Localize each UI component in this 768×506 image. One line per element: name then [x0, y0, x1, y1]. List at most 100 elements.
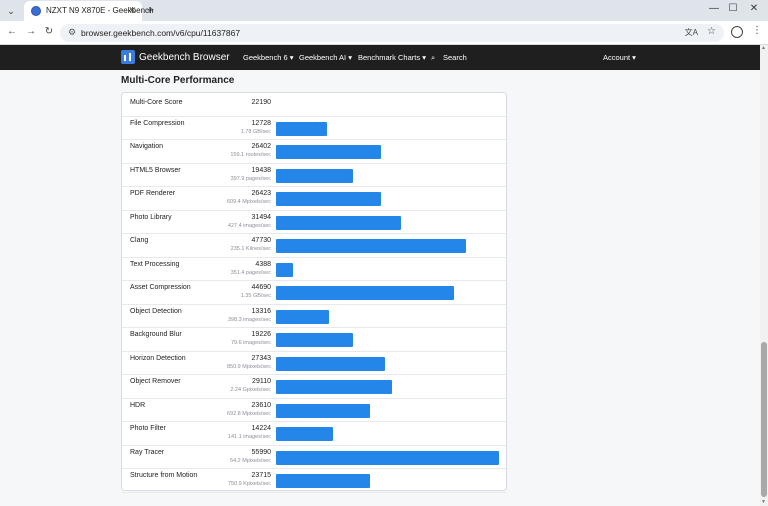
- geekbench-logo-icon[interactable]: [121, 50, 135, 64]
- scroll-down-icon[interactable]: ▼: [761, 499, 766, 505]
- address-bar[interactable]: ⚙ browser.geekbench.com/v6/cpu/11637867 …: [60, 24, 724, 42]
- minimize-icon[interactable]: —: [709, 3, 719, 14]
- browser-tab[interactable]: NZXT N9 X870E - Geekbench ✕: [24, 1, 153, 21]
- benchmark-score: 47730: [251, 237, 271, 244]
- new-tab-icon[interactable]: +: [147, 3, 155, 17]
- score-bar: [276, 262, 294, 277]
- benchmark-throughput: 79.6 images/sec: [230, 340, 271, 346]
- table-row: Photo Library 31494 427.4 images/sec: [122, 211, 506, 234]
- score-bar: [276, 192, 382, 206]
- benchmark-name: PDF Renderer: [130, 190, 176, 197]
- back-icon[interactable]: ←: [7, 26, 17, 37]
- close-window-icon[interactable]: ✕: [749, 3, 759, 14]
- tab-title: NZXT N9 X870E - Geekbench: [46, 6, 154, 15]
- benchmark-score: 23715: [251, 472, 271, 479]
- scroll-up-icon[interactable]: ▲: [761, 45, 766, 51]
- benchmark-name: File Compression: [130, 119, 185, 127]
- score-bar: [276, 168, 354, 183]
- table-row: Asset Compression 44690 1.35 GB/sec: [122, 281, 506, 305]
- menu-kebab-icon[interactable]: ⋮: [752, 25, 762, 36]
- nav-benchmark-charts[interactable]: Benchmark Charts ▾: [358, 53, 426, 62]
- benchmark-name: Object Detection: [130, 307, 182, 315]
- benchmark-throughput: 235.1 Klines/sec: [230, 246, 271, 252]
- benchmark-name: Horizon Detection: [130, 354, 186, 362]
- page-scrollbar[interactable]: ▲ ▼: [760, 45, 768, 506]
- url-text: browser.geekbench.com/v6/cpu/11637867: [81, 28, 241, 38]
- profile-icon[interactable]: [731, 26, 743, 38]
- bookmark-star-icon[interactable]: ☆: [707, 26, 716, 37]
- summary-score: 22190: [251, 99, 271, 106]
- table-row: HTML5 Browser 19438 397.9 pages/sec: [122, 164, 506, 187]
- benchmark-name: Clang: [130, 237, 149, 244]
- section-title: Multi-Core Performance: [121, 75, 235, 86]
- reload-icon[interactable]: ↻: [44, 26, 54, 37]
- translate-icon[interactable]: 文A: [684, 28, 698, 37]
- benchmark-score: 31494: [251, 213, 271, 221]
- tab-strip: ⌄ NZXT N9 X870E - Geekbench ✕ + — ☐ ✕: [0, 0, 768, 21]
- site-brand[interactable]: Geekbench Browser: [139, 52, 230, 63]
- benchmark-name: HDR: [130, 401, 146, 409]
- score-bar: [276, 286, 454, 300]
- table-row: Navigation 26402 159.1 routes/sec: [122, 140, 506, 164]
- table-row: Ray Tracer 55990 54.2 Mpixels/sec: [122, 446, 506, 469]
- maximize-icon[interactable]: ☐: [728, 3, 738, 14]
- benchmark-score: 27343: [251, 354, 271, 362]
- score-bar: [276, 239, 467, 253]
- score-bar: [276, 145, 382, 159]
- site-info-icon[interactable]: ⚙: [68, 27, 77, 37]
- benchmark-score: 14224: [251, 425, 271, 432]
- score-bar: [276, 121, 327, 136]
- benchmark-score: 12728: [251, 119, 271, 127]
- benchmark-name: Structure from Motion: [130, 472, 198, 479]
- score-bar: [276, 380, 392, 394]
- benchmark-throughput: 351.4 pages/sec: [230, 269, 271, 276]
- benchmark-throughput: 609.4 Mpixels/sec: [226, 199, 271, 205]
- benchmark-score: 13316: [251, 307, 271, 315]
- score-bar: [276, 215, 402, 230]
- table-row: Horizon Detection 27343 850.9 Mpixels/sec: [122, 352, 506, 375]
- summary-row: Multi-Core Score 22190: [122, 93, 506, 117]
- forward-icon[interactable]: →: [26, 26, 36, 37]
- benchmark-score: 55990: [251, 448, 271, 456]
- benchmark-throughput: 141.1 images/sec: [227, 434, 271, 440]
- benchmark-name: Background Blur: [130, 331, 182, 338]
- close-tab-icon[interactable]: ✕: [128, 5, 136, 15]
- table-row: Object Detection 13316 398.3 images/sec: [122, 305, 506, 328]
- tab-search-icon[interactable]: ⌄: [7, 6, 15, 16]
- benchmark-score: 29110: [252, 378, 271, 385]
- table-row: Object Remover 29110 2.24 Gpixels/sec: [122, 375, 506, 399]
- nav-search[interactable]: Search: [443, 53, 467, 62]
- nav-account[interactable]: Account ▾: [603, 53, 636, 62]
- scrollbar-thumb[interactable]: [761, 342, 767, 497]
- benchmark-score: 19226: [251, 331, 271, 338]
- benchmark-throughput: 1.78 GB/sec: [240, 128, 271, 135]
- benchmark-name: Photo Filter: [130, 425, 166, 432]
- browser-toolbar: ← → ↻ ⚙ browser.geekbench.com/v6/cpu/116…: [0, 21, 768, 45]
- table-row: HDR 23610 692.8 Mpixels/sec: [122, 399, 506, 422]
- site-nav: Geekbench Browser Geekbench 6 ▾ Geekbenc…: [0, 45, 760, 70]
- benchmark-name: Text Processing: [130, 260, 180, 268]
- score-bar: [276, 450, 499, 465]
- score-bar: [276, 309, 330, 324]
- benchmark-throughput: 1.35 GB/sec: [240, 293, 271, 299]
- benchmark-throughput: 398.3 images/sec: [227, 316, 271, 323]
- geekbench-favicon-icon: [31, 6, 41, 16]
- benchmark-throughput: 692.8 Mpixels/sec: [226, 410, 271, 417]
- score-bar: [276, 427, 333, 441]
- benchmark-throughput: 159.1 routes/sec: [230, 152, 271, 158]
- benchmark-score: 4388: [255, 260, 271, 268]
- benchmark-name: Ray Tracer: [130, 448, 165, 456]
- score-bar: [276, 356, 385, 371]
- summary-label: Multi-Core Score: [130, 99, 183, 106]
- benchmark-score: 26423: [251, 190, 271, 197]
- nav-geekbench-ai[interactable]: Geekbench AI ▾: [299, 53, 352, 62]
- table-row: Text Processing 4388 351.4 pages/sec: [122, 258, 506, 281]
- page-content: Multi-Core Performance Multi-Core Score …: [0, 70, 760, 506]
- benchmark-name: Photo Library: [130, 213, 172, 221]
- table-row: Clang 47730 235.1 Klines/sec: [122, 234, 506, 258]
- benchmark-throughput: 850.9 Mpixels/sec: [226, 363, 271, 370]
- nav-geekbench-6[interactable]: Geekbench 6 ▾: [243, 53, 294, 62]
- search-icon[interactable]: ⌕: [431, 53, 436, 62]
- benchmark-score: 19438: [251, 166, 271, 174]
- benchmark-name: Object Remover: [130, 378, 181, 385]
